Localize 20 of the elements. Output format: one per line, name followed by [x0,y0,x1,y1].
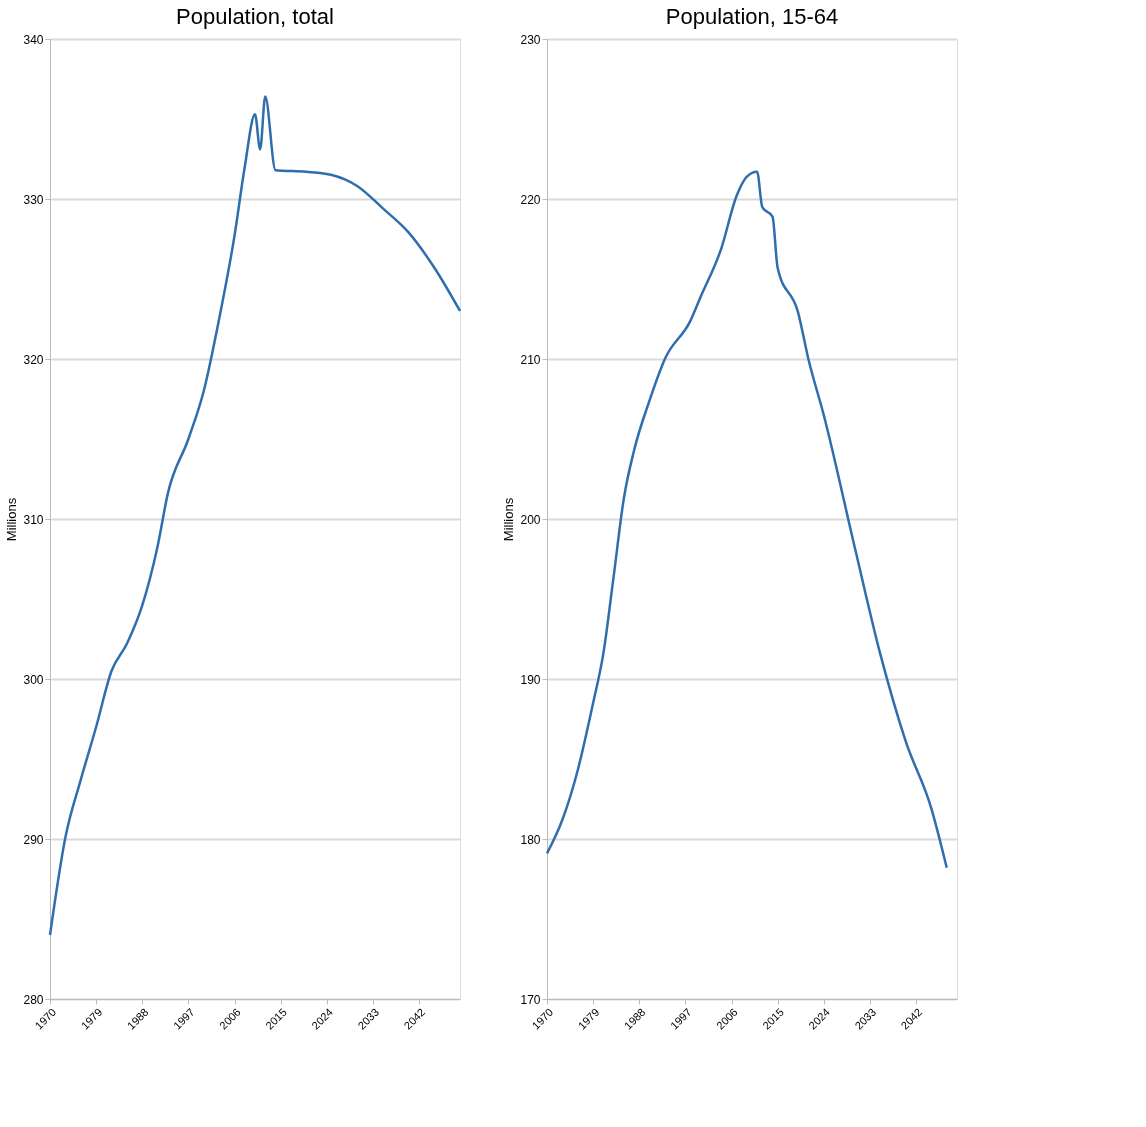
y-tick-label: 280 [23,992,44,1007]
y-tick-label: 190 [520,672,541,687]
y-tick-label: 290 [23,832,44,847]
y-tick-label: 210 [520,352,541,367]
y-tick-label: 310 [23,512,44,527]
line-series [48,95,462,937]
line-series [545,170,948,870]
y-axis-title: Millions [501,497,517,542]
y-tick-label: 180 [520,832,541,847]
y-tick-label: 170 [520,992,541,1007]
chart-title: Population, total [176,4,334,29]
y-tick-label: 300 [23,672,44,687]
y-tick-label: 230 [520,32,541,47]
y-tick-label: 330 [23,192,44,207]
y-tick-label: 200 [520,512,541,527]
y-axis-title: Millions [4,497,20,542]
y-tick-label: 340 [23,32,44,47]
chart-title: Population, 15-64 [665,4,839,29]
y-tick-label: 320 [23,352,44,367]
y-tick-label: 220 [520,192,541,207]
